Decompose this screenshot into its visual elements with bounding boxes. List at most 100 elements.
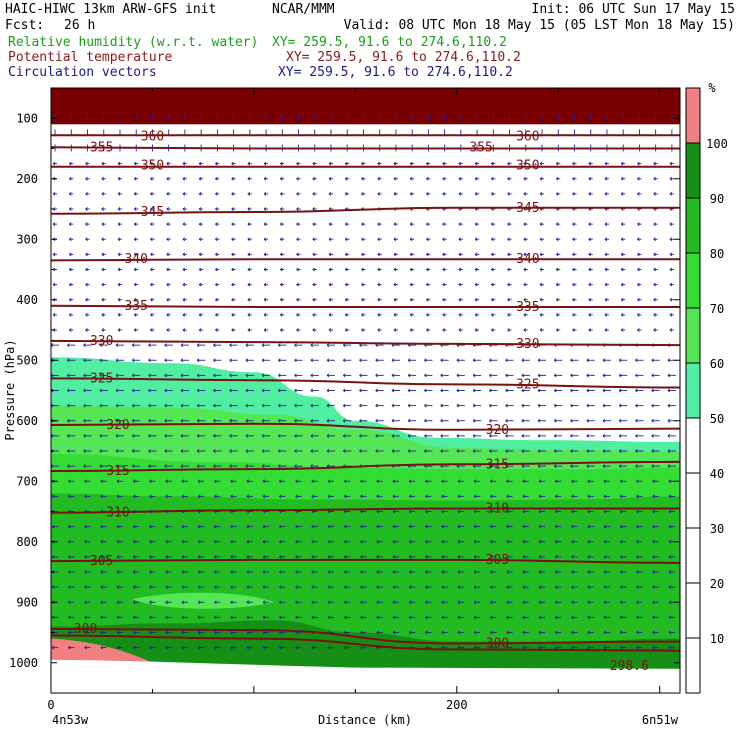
- vector-head: [84, 585, 87, 589]
- vector-head: [491, 282, 494, 287]
- vector-head: [245, 449, 249, 453]
- vector-head: [198, 192, 202, 196]
- vector-head: [150, 328, 153, 332]
- vector-head: [69, 176, 72, 181]
- vector-head: [327, 570, 331, 574]
- vector-head: [376, 494, 379, 499]
- vector-head: [247, 297, 251, 302]
- theta-label: 305: [486, 553, 509, 568]
- vector-head: [133, 282, 137, 287]
- vector-head: [164, 418, 167, 423]
- vector-head: [196, 464, 200, 468]
- vector-head: [150, 267, 153, 272]
- vector-head: [294, 449, 297, 453]
- vector-head: [150, 297, 153, 302]
- vector-head: [636, 539, 639, 544]
- vector-head: [635, 464, 638, 468]
- vector-head: [342, 403, 346, 408]
- vector-head: [165, 494, 168, 499]
- vector-head: [148, 434, 151, 438]
- vector-head: [215, 267, 218, 272]
- vector-head: [166, 222, 169, 226]
- vector-head: [359, 418, 362, 423]
- vector-head: [554, 358, 557, 363]
- theta-labels: 360 360 355 355 350 350 345 345 340 340 335 335 330 3…: [74, 129, 649, 673]
- vector-head: [327, 555, 331, 559]
- vector-head: [198, 161, 202, 166]
- vector-head: [539, 237, 543, 242]
- vector-head: [197, 615, 201, 620]
- init-time: Init: 06 UTC Sun 17 May 15: [532, 2, 736, 17]
- vector-head: [100, 645, 103, 650]
- vector-head: [408, 570, 412, 574]
- vector-head: [408, 479, 412, 484]
- vector-head: [100, 600, 103, 605]
- vector-head: [361, 267, 364, 272]
- vector-head: [99, 434, 102, 438]
- vector-head: [554, 403, 557, 408]
- vector-head: [603, 615, 607, 620]
- vector-head: [391, 403, 395, 408]
- vector-head: [586, 358, 589, 363]
- vector-head: [474, 297, 478, 302]
- theta-contour-315: [51, 460, 680, 472]
- vector-head: [278, 449, 281, 453]
- vector-head: [101, 237, 104, 242]
- vector-head: [602, 434, 606, 438]
- vector-head: [407, 388, 411, 393]
- vector-head: [132, 600, 136, 605]
- vector-head: [229, 388, 232, 393]
- vector-head: [668, 615, 672, 620]
- vector-head: [360, 585, 363, 589]
- vector-head: [246, 570, 250, 574]
- vector-head: [472, 418, 476, 423]
- vector-head: [196, 449, 200, 453]
- vector-head: [213, 403, 216, 408]
- vector-head: [101, 267, 104, 272]
- vector-head: [603, 524, 607, 529]
- vector-head: [328, 192, 332, 196]
- vector-head: [456, 418, 460, 423]
- rh-shading: [51, 88, 680, 693]
- vector-head: [377, 297, 380, 302]
- vector-head: [263, 328, 267, 332]
- vector-head: [166, 328, 169, 332]
- vector-head: [555, 585, 558, 589]
- vector-head: [150, 222, 153, 226]
- vector-head: [521, 449, 525, 453]
- vector-head: [457, 479, 461, 484]
- vector-head: [263, 252, 267, 257]
- vector-head: [424, 434, 427, 438]
- vector-head: [231, 252, 234, 257]
- vector-head: [668, 585, 672, 589]
- vector-head: [131, 358, 135, 363]
- vector-head: [521, 373, 525, 378]
- vector-head: [409, 282, 413, 287]
- vector-head: [667, 464, 671, 468]
- vector-head: [556, 237, 559, 242]
- vector-head: [101, 282, 104, 287]
- vector-head: [181, 539, 185, 544]
- vector-head: [618, 464, 622, 468]
- vector-head: [441, 539, 444, 544]
- vector-head: [180, 464, 184, 468]
- vector-head: [407, 358, 411, 363]
- vector-head: [278, 403, 281, 408]
- vector-head: [84, 645, 87, 650]
- vector-head: [181, 645, 185, 650]
- y-tick-label: 1000: [9, 656, 38, 670]
- vector-head: [67, 403, 70, 408]
- vector-head: [150, 176, 153, 181]
- vector-head: [458, 176, 462, 181]
- vector-head: [214, 524, 217, 529]
- vector-head: [116, 585, 120, 589]
- vector-head: [215, 328, 218, 332]
- vector-head: [571, 615, 574, 620]
- vector-head: [261, 358, 265, 363]
- vector-head: [570, 388, 573, 393]
- valid-time: Valid: 08 UTC Mon 18 May 15 (05 LST Mon …: [344, 18, 735, 33]
- vector-head: [375, 418, 378, 423]
- vector-head: [133, 328, 137, 332]
- vector-head: [296, 161, 299, 166]
- vector-head: [604, 222, 608, 226]
